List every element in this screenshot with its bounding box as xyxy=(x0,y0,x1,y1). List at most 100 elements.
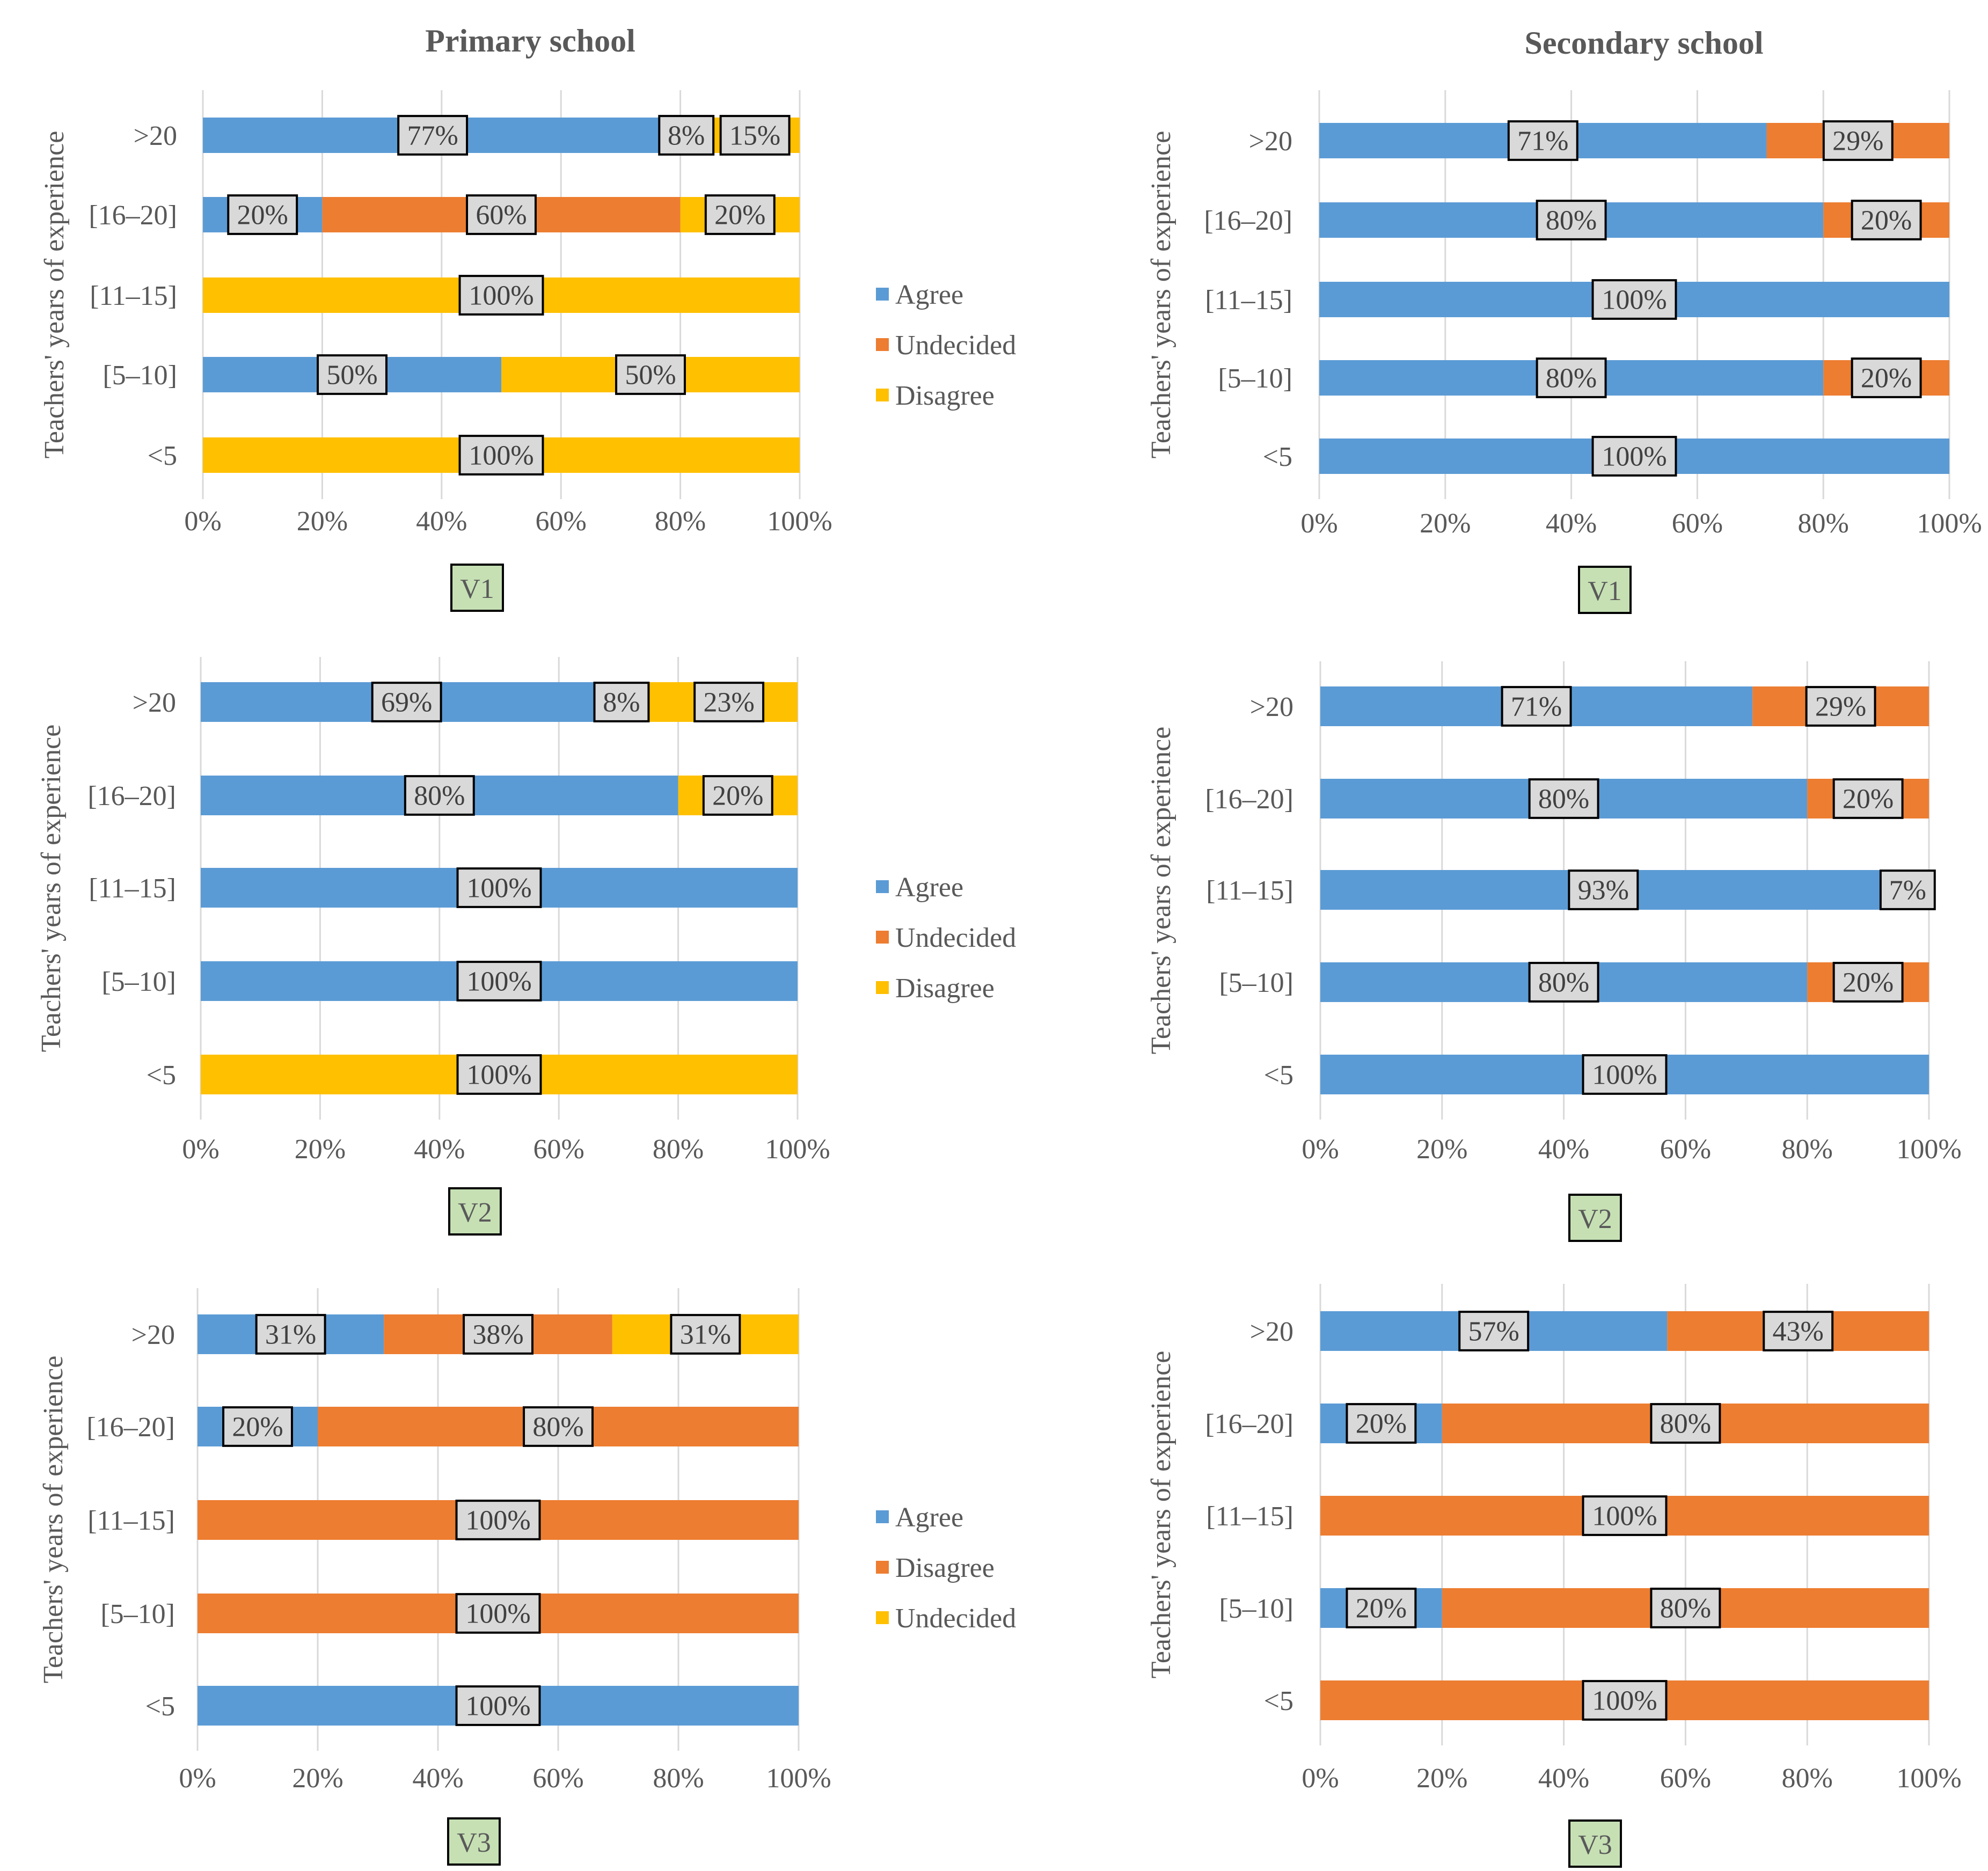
category-label: >20 xyxy=(1250,692,1293,722)
legend-label: Undecided xyxy=(895,330,1016,361)
chart-primary-v1: 0% 20% 40% 60% 80% 100% >20 77% 8% 15% [16–20] 20% 6… xyxy=(39,90,1016,612)
data-label: 20% xyxy=(1861,206,1912,236)
category-label: <5 xyxy=(1264,1060,1293,1091)
x-tick-label: 60% xyxy=(532,1763,583,1794)
x-tick-label: 80% xyxy=(653,1134,704,1165)
x-tick-label: 40% xyxy=(1538,1763,1589,1794)
data-label-box xyxy=(371,682,442,722)
legend-label: Agree xyxy=(895,280,963,310)
data-label: 71% xyxy=(1517,126,1568,157)
data-label-box xyxy=(222,1406,293,1447)
x-tick-label: 100% xyxy=(765,1134,830,1165)
data-label-box xyxy=(693,682,765,722)
x-tick-label: 40% xyxy=(1538,1134,1589,1165)
data-label-box xyxy=(1568,869,1639,910)
data-label-box xyxy=(397,115,469,156)
legend-label: Disagree xyxy=(895,1553,995,1583)
data-label-box xyxy=(1832,962,1904,1003)
data-label-box xyxy=(670,1314,741,1355)
data-label: 100% xyxy=(1592,1501,1657,1532)
y-axis-title: Teachers' years of experience xyxy=(38,1356,69,1684)
x-tick-label: 20% xyxy=(1416,1134,1467,1165)
data-label: 80% xyxy=(1538,784,1589,815)
x-tick-label: 20% xyxy=(1416,1763,1467,1794)
data-label-box xyxy=(1851,200,1922,240)
y-axis-title: Teachers' years of experience xyxy=(1146,131,1176,459)
data-label-box xyxy=(455,1685,541,1726)
x-tick-label: 0% xyxy=(179,1763,216,1794)
data-label: 71% xyxy=(1511,692,1562,722)
data-label-box xyxy=(1763,1311,1834,1351)
data-label: 29% xyxy=(1815,692,1866,722)
y-axis-title: Teachers' years of experience xyxy=(39,131,70,459)
category-label: [11–15] xyxy=(89,873,176,904)
data-label: 20% xyxy=(1356,1594,1407,1624)
legend-swatch-disagree xyxy=(876,981,889,994)
legend-swatch-undecided xyxy=(876,338,889,351)
data-label-box xyxy=(455,1500,541,1540)
data-label-box xyxy=(1528,778,1599,819)
data-label: 100% xyxy=(465,1599,530,1629)
category-label: [5–10] xyxy=(1219,1594,1293,1624)
legend-label: Undecided xyxy=(895,1603,1016,1634)
data-label-box xyxy=(456,1054,542,1095)
category-label: [5–10] xyxy=(103,360,177,391)
data-label-box xyxy=(1582,1680,1668,1721)
data-label: 100% xyxy=(466,873,531,904)
x-tick-label: 40% xyxy=(416,506,467,537)
x-tick-label: 100% xyxy=(1896,1763,1961,1794)
variable-box xyxy=(450,564,504,612)
y-axis-title: Teachers' years of experience xyxy=(36,725,67,1053)
variable-box xyxy=(1568,1194,1622,1242)
data-label-box xyxy=(615,354,686,395)
data-label-box xyxy=(1528,962,1599,1003)
data-label-box xyxy=(317,354,388,395)
data-label: 100% xyxy=(1602,442,1667,472)
category-label: [16–20] xyxy=(1205,1409,1293,1439)
x-tick-label: 60% xyxy=(1660,1763,1711,1794)
category-label: >20 xyxy=(1249,126,1292,157)
data-label: 20% xyxy=(1843,968,1894,998)
data-label-box xyxy=(466,194,537,235)
data-label: 31% xyxy=(680,1320,731,1350)
x-tick-label: 80% xyxy=(653,1763,704,1794)
data-label-box xyxy=(1346,1403,1417,1444)
x-tick-label: 0% xyxy=(1300,508,1337,539)
data-label: 20% xyxy=(232,1412,283,1443)
x-tick-label: 100% xyxy=(766,1763,831,1794)
category-label: <5 xyxy=(1263,442,1292,472)
data-label-box xyxy=(1650,1403,1721,1444)
category-label: [16–20] xyxy=(1205,784,1293,815)
data-label: 29% xyxy=(1832,126,1883,157)
data-label: 100% xyxy=(466,1060,531,1091)
variable-box xyxy=(1578,566,1632,614)
x-tick-label: 0% xyxy=(1302,1763,1339,1794)
data-label-box xyxy=(404,775,475,816)
x-tick-label: 60% xyxy=(1672,508,1723,539)
x-tick-label: 80% xyxy=(1782,1134,1833,1165)
x-tick-label: 0% xyxy=(1302,1134,1339,1165)
legend-swatch-undecided xyxy=(876,1611,889,1624)
data-label: 100% xyxy=(469,281,533,311)
category-label: [11–15] xyxy=(1206,1501,1293,1532)
category-label: <5 xyxy=(145,1691,175,1722)
category-label: [11–15] xyxy=(87,1505,175,1536)
legend-label: Agree xyxy=(895,872,963,903)
data-label: 80% xyxy=(1546,363,1597,394)
data-label-box xyxy=(1501,686,1572,727)
data-label-box xyxy=(227,194,298,235)
data-label-box xyxy=(1346,1588,1417,1628)
variable-box xyxy=(448,1187,502,1236)
data-label: 80% xyxy=(414,781,465,812)
data-label: 23% xyxy=(703,688,754,718)
category-label: <5 xyxy=(147,1060,176,1091)
x-tick-label: 100% xyxy=(1896,1134,1961,1165)
data-label: 50% xyxy=(625,360,676,391)
variable-box xyxy=(447,1817,501,1866)
data-label-box xyxy=(1650,1588,1721,1628)
category-label: <5 xyxy=(148,441,177,471)
data-label-box xyxy=(1851,357,1922,398)
variable-label: V3 xyxy=(457,1828,491,1858)
data-label: 100% xyxy=(465,1505,530,1536)
category-label: [5–10] xyxy=(100,1599,175,1629)
